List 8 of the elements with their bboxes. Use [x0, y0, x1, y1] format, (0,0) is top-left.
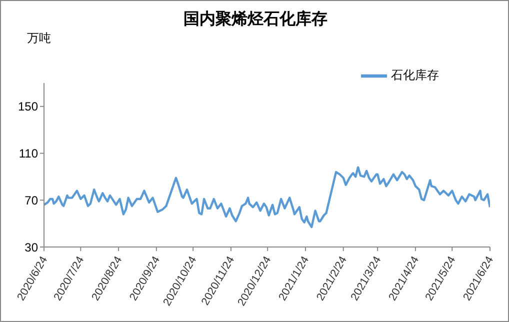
- y-tick-label: 30: [24, 240, 38, 254]
- y-tick-label: 150: [18, 100, 38, 114]
- chart-title: 国内聚烯烃石化库存: [182, 9, 328, 30]
- y-axis-title: 万吨: [27, 30, 51, 47]
- y-tick-label: 70: [24, 193, 38, 208]
- y-tick-label: 110: [18, 146, 38, 161]
- legend-label: 石化库存: [391, 68, 439, 82]
- line-series: [44, 166, 490, 228]
